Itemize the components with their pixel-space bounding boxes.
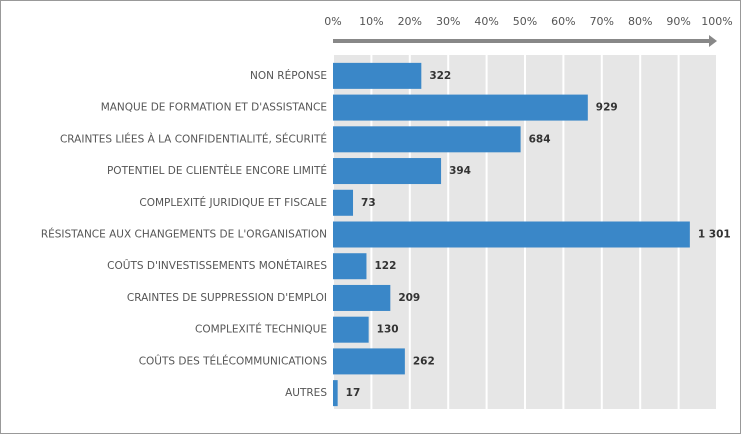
category-label: CRAINTES LIÉES À LA CONFIDENTIALITÉ, SÉC… <box>60 132 327 145</box>
bar <box>333 94 588 121</box>
bar <box>333 253 367 280</box>
x-tick-label: 10% <box>359 15 383 28</box>
value-label: 1 301 <box>698 229 731 241</box>
value-label: 209 <box>398 292 420 304</box>
value-label: 17 <box>346 387 361 399</box>
x-tick-label: 90% <box>666 15 690 28</box>
x-tick-label: 20% <box>398 15 422 28</box>
x-tick-label: 80% <box>628 15 652 28</box>
value-label: 394 <box>449 165 471 177</box>
value-label: 684 <box>529 133 551 145</box>
category-label: COMPLEXITÉ TECHNIQUE <box>195 323 327 336</box>
bar <box>333 221 690 248</box>
value-label: 262 <box>413 355 435 367</box>
x-tick-label: 50% <box>513 15 537 28</box>
value-label: 122 <box>374 260 396 272</box>
x-tick-label: 0% <box>324 15 341 28</box>
bar <box>333 316 369 343</box>
category-label: AUTRES <box>285 387 327 399</box>
value-label: 73 <box>361 197 376 209</box>
bar <box>333 348 405 375</box>
category-label: NON RÉPONSE <box>250 69 327 82</box>
bar <box>333 189 354 216</box>
category-label: COÛTS DES TÉLÉCOMMUNICATIONS <box>139 354 328 367</box>
value-label: 130 <box>377 324 399 336</box>
x-tick-label: 70% <box>590 15 614 28</box>
bar <box>333 380 338 407</box>
bar <box>333 126 521 153</box>
bar <box>333 158 442 185</box>
category-label: RÉSISTANCE AUX CHANGEMENTS DE L'ORGANISA… <box>41 228 327 241</box>
category-label: COMPLEXITÉ JURIDIQUE ET FISCALE <box>139 196 327 209</box>
x-tick-label: 30% <box>436 15 460 28</box>
value-label: 322 <box>429 70 451 82</box>
value-label: 929 <box>596 102 618 114</box>
category-label: CRAINTES DE SUPPRESSION D'EMPLOI <box>127 292 327 304</box>
category-label: COÛTS D'INVESTISSEMENTS MONÉTAIRES <box>107 259 327 272</box>
x-tick-label: 40% <box>474 15 498 28</box>
bar <box>333 284 391 311</box>
category-label: MANQUE DE FORMATION ET D'ASSISTANCE <box>101 102 327 114</box>
category-label: POTENTIEL DE CLIENTÈLE ENCORE LIMITÉ <box>107 164 327 177</box>
x-tick-label: 60% <box>551 15 575 28</box>
x-tick-label: 100% <box>701 15 732 28</box>
axis-arrowhead <box>709 35 717 47</box>
bar <box>333 62 422 89</box>
